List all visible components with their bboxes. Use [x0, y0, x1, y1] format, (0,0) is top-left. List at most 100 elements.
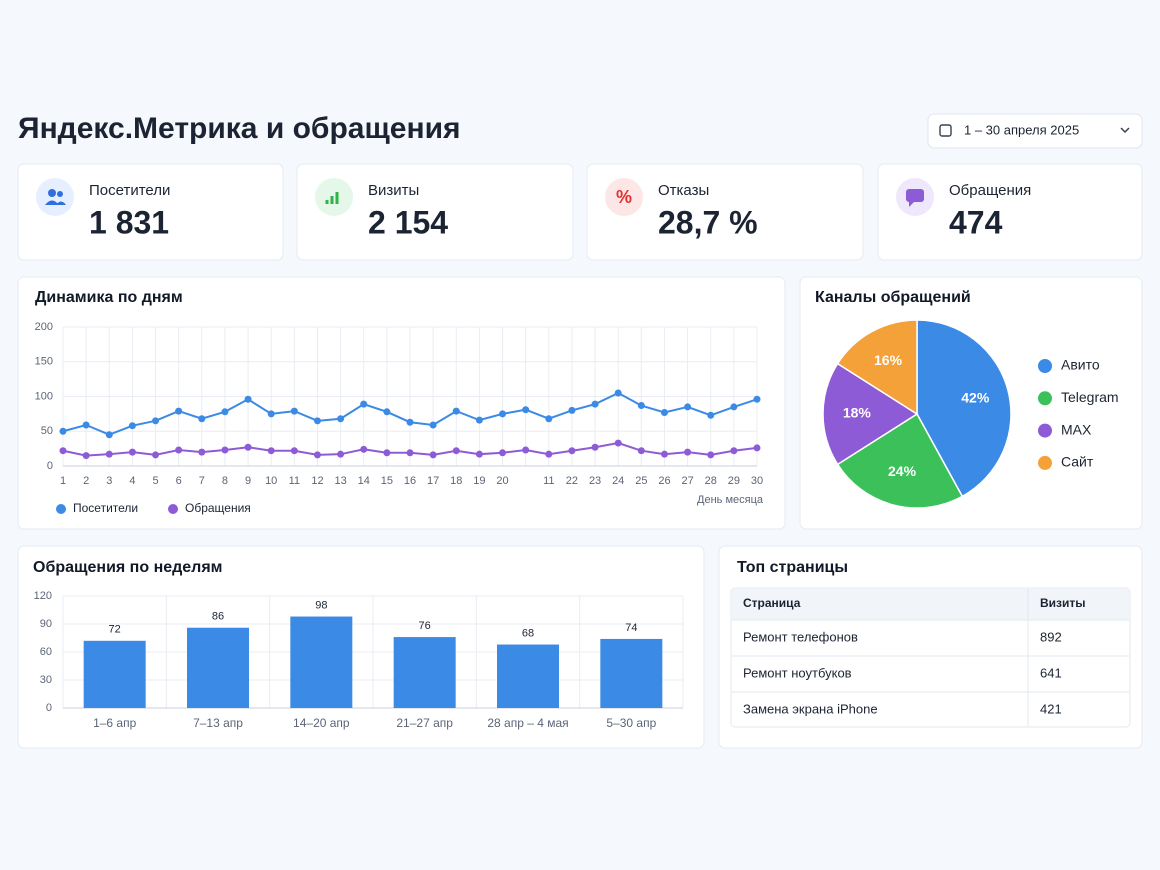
page-title: Яндекс.Метрика и обращения	[18, 112, 461, 145]
y-tick-label: 50	[41, 425, 53, 437]
x-tick-label: 20	[496, 475, 508, 487]
value-label: 98	[315, 599, 327, 611]
bar	[393, 637, 456, 708]
kpi-icon: %	[616, 187, 632, 207]
point	[522, 406, 530, 414]
x-tick-label: 11	[289, 475, 300, 487]
point	[267, 410, 275, 418]
pie-slice	[836, 412, 964, 509]
x-tick-label: 19	[473, 475, 485, 487]
legend-marker	[1038, 391, 1052, 406]
y-tick-label: 30	[40, 674, 52, 686]
point	[730, 447, 738, 455]
x-tick-label: 9	[245, 475, 251, 487]
point	[452, 407, 460, 415]
y-tick-label: 90	[40, 618, 52, 630]
x-tick-label: 6	[176, 475, 182, 487]
kpi-icon	[48, 189, 56, 197]
chart-title: Динамика по дням	[35, 289, 183, 306]
table-header-cell: Визиты	[1040, 596, 1086, 610]
point	[337, 450, 345, 458]
bar	[290, 616, 353, 708]
x-tick-label: 22	[566, 475, 578, 487]
kpi-icon	[45, 200, 66, 205]
table-cell: 421	[1040, 701, 1062, 716]
table-title: Топ страницы	[737, 559, 848, 576]
point	[152, 451, 160, 459]
date-range: 1 – 30 апреля 2025	[964, 122, 1079, 137]
point	[591, 443, 599, 451]
point	[545, 450, 553, 458]
point	[637, 447, 645, 455]
x-tick-label: 1	[60, 475, 66, 487]
legend-marker	[56, 504, 66, 514]
x-tick-label: 4	[129, 475, 135, 487]
point	[684, 403, 692, 411]
point	[660, 450, 668, 458]
x-tick-label: 15	[381, 475, 393, 487]
x-tick-label: 3	[106, 475, 112, 487]
x-tick-label: 14–20 апр	[293, 716, 350, 730]
slice-label: 24%	[888, 463, 917, 479]
kpi-label: Посетители	[89, 182, 170, 199]
point	[522, 446, 530, 454]
kpi-value: 1 831	[89, 204, 169, 240]
point	[290, 407, 298, 415]
point	[499, 410, 507, 418]
table-cell: Ремонт ноутбуков	[743, 665, 852, 680]
point	[198, 415, 206, 423]
calendar-icon	[939, 124, 952, 137]
point	[499, 449, 507, 457]
x-tick-label: 16	[404, 475, 416, 487]
value-label: 74	[625, 622, 637, 634]
kpi-card	[586, 163, 864, 261]
x-tick-label: 29	[728, 475, 740, 487]
value-label: 86	[212, 611, 224, 623]
point	[337, 415, 345, 423]
point	[475, 450, 483, 458]
point	[406, 418, 414, 426]
x-tick-label: 21–27 апр	[396, 716, 453, 730]
point	[175, 407, 183, 415]
x-tick-label: 13	[334, 475, 346, 487]
kpi-card	[17, 163, 284, 261]
point	[429, 451, 437, 459]
kpi-value: 474	[949, 204, 1003, 240]
legend-marker	[168, 504, 178, 514]
x-tick-label: 10	[265, 475, 277, 487]
table-cell: Замена экрана iPhone	[743, 701, 878, 716]
legend-marker	[1038, 423, 1052, 438]
kpi-icon	[57, 191, 63, 197]
point	[753, 444, 761, 452]
bar	[83, 640, 146, 708]
point	[545, 415, 553, 423]
point	[221, 408, 229, 416]
point	[452, 447, 460, 455]
legend-label: Сайт	[1061, 454, 1094, 470]
kpi-label: Обращения	[949, 182, 1031, 199]
kpi-value: 28,7 %	[658, 204, 758, 240]
chart-title: Каналы обращений	[815, 289, 971, 306]
x-axis-label: День месяца	[697, 494, 764, 506]
point	[313, 417, 321, 425]
point	[105, 450, 113, 458]
line-card	[17, 276, 786, 530]
legend-marker	[1038, 455, 1052, 470]
point	[475, 416, 483, 424]
point	[59, 427, 67, 435]
legend-label: MAX	[1061, 421, 1092, 437]
value-label: 72	[109, 624, 121, 636]
x-tick-label: 5	[152, 475, 158, 487]
kpi-icon	[325, 192, 339, 204]
date-picker[interactable]	[927, 113, 1143, 149]
point	[244, 443, 252, 451]
point	[59, 447, 67, 455]
point	[429, 421, 437, 429]
point	[383, 449, 391, 457]
point	[128, 422, 136, 430]
x-tick-label: 28 апр – 4 мая	[487, 716, 568, 730]
point	[313, 451, 321, 459]
table-cell: 641	[1040, 665, 1062, 680]
point	[244, 395, 252, 403]
